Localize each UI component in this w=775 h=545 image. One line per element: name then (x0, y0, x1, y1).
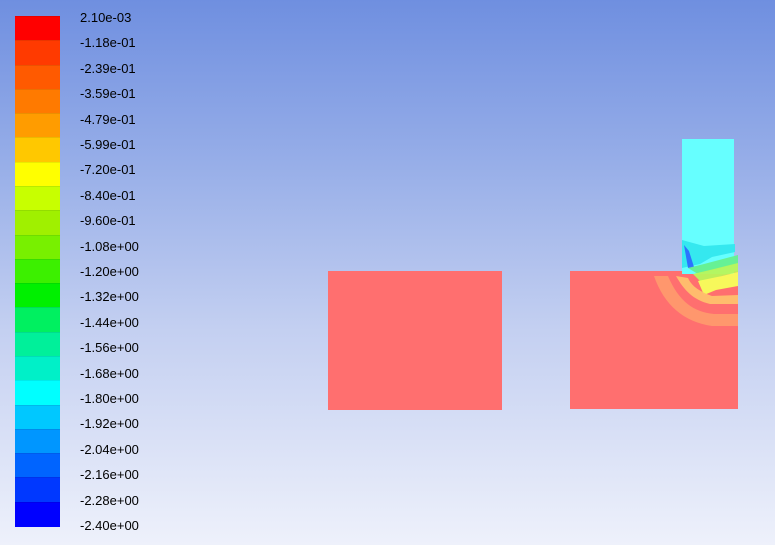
contour-band-green (688, 255, 738, 274)
colorbar-swatch-9 (15, 234, 60, 260)
contour-band-blue (684, 245, 694, 268)
colorbar-label-7: -8.40e-01 (80, 187, 136, 203)
colorbar-label-17: -2.04e+00 (80, 441, 139, 457)
colorbar-swatch-15 (15, 380, 60, 406)
colorbar-swatch-4 (15, 113, 60, 139)
colorbar-label-14: -1.68e+00 (80, 365, 139, 381)
colorbar-swatch-13 (15, 331, 60, 357)
colorbar-swatch-2 (15, 64, 60, 90)
colorbar-label-13: -1.56e+00 (80, 340, 139, 356)
colorbar-swatch-0 (15, 16, 60, 41)
colorbar-swatch-17 (15, 428, 60, 454)
colorbar-label-4: -4.79e-01 (80, 111, 136, 127)
left-domain-block (328, 271, 502, 410)
colorbar-label-18: -2.16e+00 (80, 467, 139, 483)
colorbar-label-12: -1.44e+00 (80, 314, 139, 330)
contour-band-dark-cyan (682, 240, 735, 268)
colorbar-label-10: -1.20e+00 (80, 264, 139, 279)
colorbar-swatch-1 (15, 40, 60, 66)
colorbar (15, 16, 60, 527)
colorbar-swatch-11 (15, 283, 60, 309)
right-domain-block (570, 271, 738, 409)
colorbar-label-15: -1.80e+00 (80, 391, 139, 406)
colorbar-label-2: -2.39e-01 (80, 60, 136, 76)
contour-band-yellow (698, 272, 738, 295)
colorbar-label-19: -2.28e+00 (80, 492, 139, 508)
colorbar-swatch-6 (15, 161, 60, 187)
contour-band-orange-inner (676, 276, 738, 304)
colorbar-label-3: -3.59e-01 (80, 86, 136, 102)
colorbar-swatch-14 (15, 356, 60, 381)
colorbar-swatch-7 (15, 186, 60, 211)
colorbar-label-9: -1.08e+00 (80, 238, 139, 254)
colorbar-label-16: -1.92e+00 (80, 416, 139, 432)
colorbar-swatch-19 (15, 477, 60, 503)
colorbar-swatch-3 (15, 88, 60, 114)
contour-band-light-green (693, 263, 738, 281)
contour-band-orange-outer (654, 276, 738, 326)
colorbar-label-1: -1.18e-01 (80, 35, 136, 51)
colorbar-swatch-16 (15, 404, 60, 430)
colorbar-label-8: -9.60e-01 (80, 213, 136, 229)
colorbar-swatch-5 (15, 137, 60, 163)
colorbar-label-0: 2.10e-03 (80, 10, 132, 25)
colorbar-swatch-18 (15, 453, 60, 479)
colorbar-swatch-10 (15, 258, 60, 284)
colorbar-label-6: -7.20e-01 (80, 162, 136, 178)
colorbar-label-20: -2.40e+00 (80, 518, 139, 533)
colorbar-swatch-20 (15, 501, 60, 527)
colorbar-swatch-8 (15, 210, 60, 236)
colorbar-swatch-12 (15, 307, 60, 333)
colorbar-label-11: -1.32e+00 (80, 289, 139, 305)
colorbar-label-5: -5.99e-01 (80, 137, 136, 152)
